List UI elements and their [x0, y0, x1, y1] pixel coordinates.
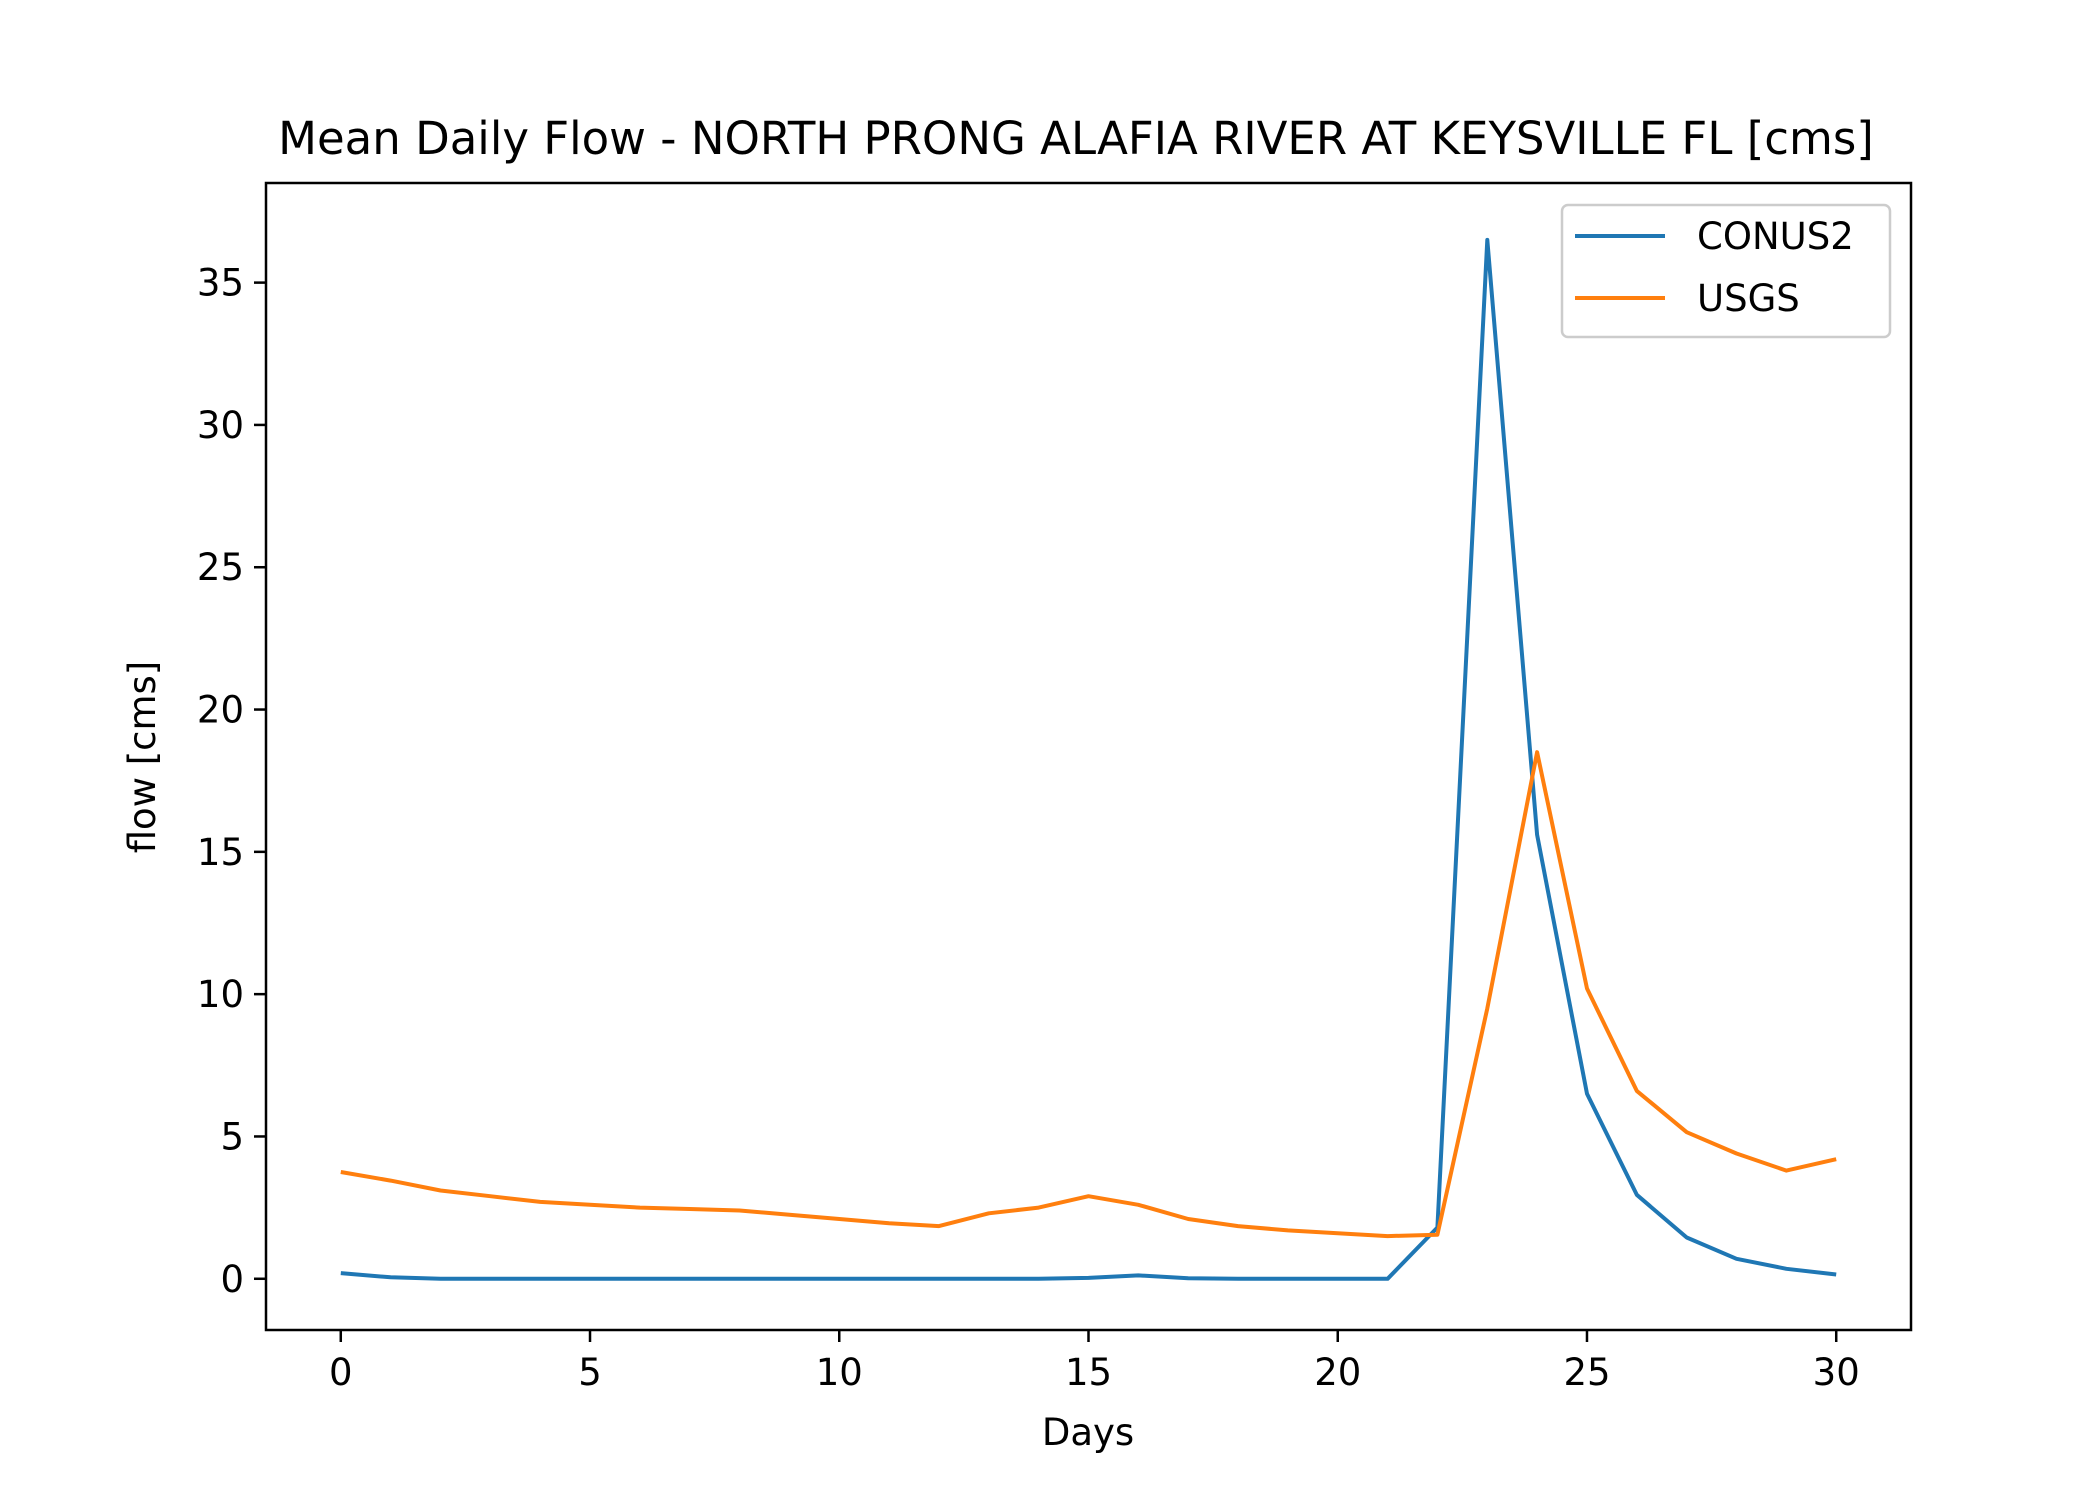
legend-label-usgs: USGS — [1697, 277, 1800, 320]
y-axis-title: flow [cms] — [121, 661, 164, 854]
y-tick-label: 30 — [197, 404, 244, 447]
x-tick-label: 10 — [816, 1351, 863, 1394]
x-tick-label: 5 — [578, 1351, 602, 1394]
x-tick-label: 15 — [1065, 1351, 1112, 1394]
y-tick-label: 5 — [220, 1115, 244, 1158]
x-tick-label: 30 — [1813, 1351, 1860, 1394]
y-tick-label: 0 — [220, 1258, 244, 1301]
x-tick-label: 0 — [329, 1351, 353, 1394]
x-tick-label: 20 — [1314, 1351, 1361, 1394]
legend: CONUS2 USGS — [1560, 203, 1892, 339]
series-line-usgs — [340, 750, 1837, 1239]
y-tick-label: 25 — [197, 546, 244, 589]
legend-label-conus2: CONUS2 — [1697, 215, 1854, 258]
y-tick-label: 35 — [197, 262, 244, 305]
y-tick-label: 15 — [197, 831, 244, 874]
plot-lines — [340, 237, 1837, 1281]
x-tick-label: 25 — [1563, 1351, 1610, 1394]
y-axis: 0 5 10 15 20 25 30 35 — [197, 262, 266, 1301]
x-axis: 0 5 10 15 20 25 30 — [329, 1330, 1860, 1394]
chart-title: Mean Daily Flow - NORTH PRONG ALAFIA RIV… — [278, 112, 1874, 165]
x-axis-title: Days — [1042, 1411, 1134, 1454]
y-tick-label: 10 — [197, 973, 244, 1016]
axes-frame — [264, 181, 1913, 1332]
y-tick-label: 20 — [197, 689, 244, 732]
series-line-conus2 — [340, 237, 1837, 1281]
